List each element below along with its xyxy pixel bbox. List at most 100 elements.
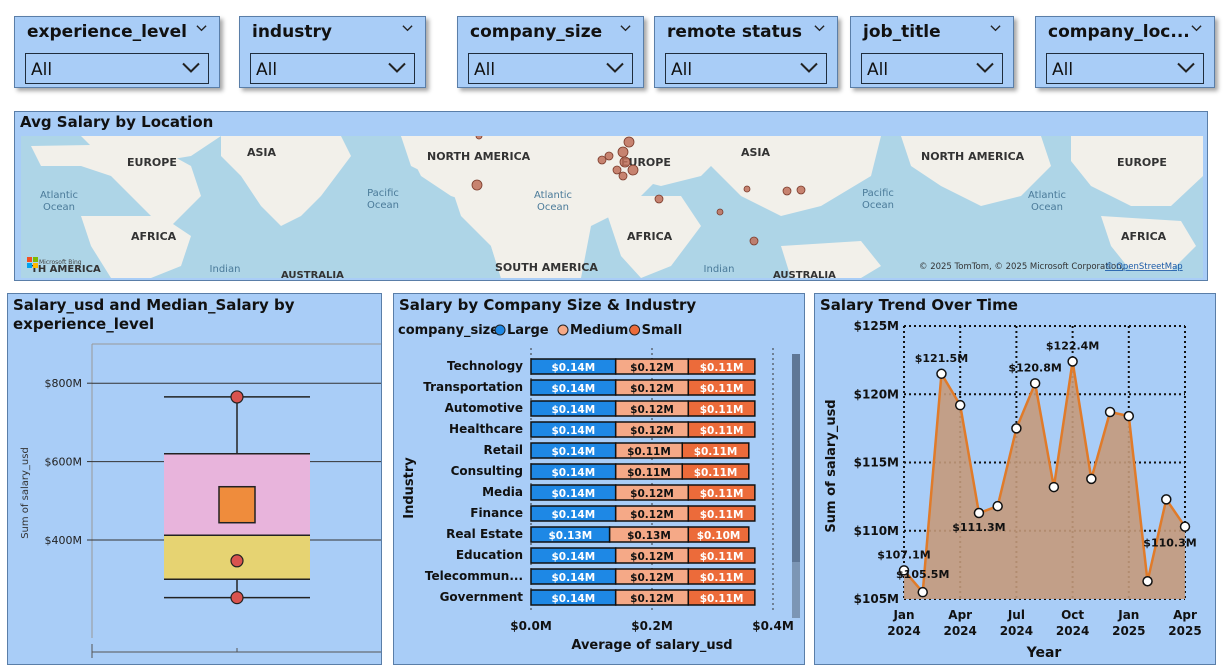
bar-segment[interactable]: [687, 568, 756, 585]
map-bubble[interactable]: [749, 236, 759, 246]
bar-segment[interactable]: [687, 379, 756, 396]
bar-segment[interactable]: [687, 358, 756, 375]
legend-marker: [557, 324, 569, 336]
scrollbar-thumb[interactable]: [792, 354, 800, 562]
slicer-remote-status[interactable]: remote status All: [654, 16, 838, 88]
map-bubble[interactable]: [604, 151, 614, 161]
bar-segment[interactable]: [687, 484, 756, 501]
chevron-down-icon[interactable]: [388, 61, 406, 74]
slicer-dropdown[interactable]: All: [861, 53, 1003, 84]
chevron-down-icon[interactable]: [606, 61, 624, 74]
map-label-pacific: Pacific: [367, 188, 399, 199]
data-point[interactable]: [1029, 378, 1041, 389]
legend-title: company_size: [398, 323, 499, 338]
chevron-down-icon[interactable]: [196, 23, 207, 34]
map-bubble[interactable]: [471, 179, 483, 191]
map-label-north-america: NORTH AMERICA: [921, 150, 1025, 163]
slicer-industry[interactable]: industry All: [239, 16, 426, 88]
chevron-down-icon[interactable]: [990, 23, 1001, 34]
chevron-down-icon[interactable]: [620, 23, 631, 34]
map-label-atlantic: Atlantic: [1028, 190, 1066, 201]
slicer-company-location[interactable]: company_loc... All: [1035, 16, 1215, 88]
map-bubble[interactable]: [627, 164, 639, 176]
map-bubble[interactable]: [623, 136, 635, 148]
data-point[interactable]: [230, 390, 244, 404]
bar-segment[interactable]: [681, 442, 750, 459]
map-bubble[interactable]: [618, 171, 628, 181]
map-label-ocean: Ocean: [862, 200, 894, 211]
data-label: $0.12M: [630, 572, 674, 584]
x-axis-title: Year: [1026, 645, 1062, 661]
data-point[interactable]: [1123, 410, 1135, 422]
slicer-company-size[interactable]: company_size All: [457, 16, 644, 88]
slicer-dropdown[interactable]: All: [665, 53, 827, 84]
bar-segment[interactable]: [687, 421, 756, 438]
slicer-dropdown[interactable]: All: [1046, 53, 1204, 84]
chevron-down-icon[interactable]: [402, 23, 413, 34]
map-bubble[interactable]: [597, 155, 607, 165]
data-point[interactable]: [954, 399, 966, 411]
map-bubble[interactable]: [716, 208, 724, 216]
data-point[interactable]: [917, 586, 928, 598]
data-point[interactable]: [230, 591, 244, 605]
map-bubble[interactable]: [617, 146, 629, 158]
bar-segment[interactable]: [687, 526, 750, 543]
bar-chart: company_size Large Medium Small $0.0M $0.2M $0…: [398, 323, 800, 653]
bar-segment[interactable]: [687, 400, 756, 417]
map-label-ocean: Ocean: [367, 200, 399, 211]
data-point[interactable]: [1179, 521, 1191, 532]
chevron-down-icon[interactable]: [800, 61, 818, 74]
slicer-job-title[interactable]: job_title All: [850, 16, 1014, 88]
slicer-dropdown[interactable]: All: [25, 53, 209, 84]
map-attribution: © 2025 TomTom, © 2025 Microsoft Corporat…: [919, 262, 1124, 272]
slicer-value: All: [1052, 60, 1074, 80]
data-point[interactable]: [1104, 406, 1116, 418]
bar-segment[interactable]: [687, 547, 756, 564]
area-fill: [904, 361, 1185, 599]
data-point[interactable]: [1142, 576, 1153, 587]
data-label: $0.11M: [694, 446, 738, 458]
data-point[interactable]: [1048, 481, 1060, 493]
map-bubble[interactable]: [743, 185, 751, 193]
world-map[interactable]: EUROPE ASIA NORTH AMERICA EUROPE ASIA NO…: [21, 136, 1203, 278]
chevron-down-icon[interactable]: [976, 61, 994, 74]
data-label: $0.14M: [552, 467, 596, 479]
slicer-dropdown[interactable]: All: [468, 53, 633, 84]
data-point[interactable]: [1011, 423, 1022, 434]
y-tick-label: $115M: [854, 456, 899, 470]
map-bubble[interactable]: [612, 165, 622, 175]
mean-marker[interactable]: [218, 485, 256, 524]
x-tick-label: Jan: [892, 608, 914, 622]
data-point[interactable]: [1086, 473, 1097, 485]
data-label: $111.3M: [952, 521, 1005, 534]
bar-segment[interactable]: [681, 463, 750, 480]
data-point[interactable]: [1067, 356, 1078, 367]
category-label: Healthcare: [449, 422, 523, 436]
data-point[interactable]: [230, 554, 244, 568]
category-label: Government: [440, 590, 524, 604]
chevron-down-icon[interactable]: [814, 23, 825, 34]
slicer-dropdown[interactable]: All: [250, 53, 415, 84]
bar-segment[interactable]: [687, 505, 756, 522]
data-point[interactable]: [992, 500, 1003, 512]
data-label: $0.11M: [700, 488, 744, 500]
chevron-down-icon[interactable]: [1177, 61, 1195, 74]
map-bubble[interactable]: [796, 185, 806, 195]
data-label: $0.14M: [552, 572, 596, 584]
map-bubble[interactable]: [782, 186, 792, 196]
map-label-africa: AFRICA: [131, 230, 177, 243]
bar-segment[interactable]: [687, 589, 756, 606]
chevron-down-icon[interactable]: [182, 61, 200, 74]
osm-link[interactable]: © OpenStreetMap: [1105, 262, 1183, 272]
data-point[interactable]: [1161, 494, 1172, 505]
data-point[interactable]: [898, 565, 910, 576]
chevron-down-icon[interactable]: [1191, 23, 1202, 34]
data-point[interactable]: [973, 507, 985, 519]
map-bubble[interactable]: [619, 156, 631, 168]
map-bubble[interactable]: [654, 194, 664, 204]
y-tick-label: $110M: [854, 524, 899, 538]
data-point[interactable]: [936, 368, 947, 380]
boxplot-chart: Sum of salary_usd $400M $600M $800M: [20, 343, 381, 658]
slicer-experience-level[interactable]: experience_level All: [14, 16, 220, 88]
map-bubble[interactable]: [475, 136, 483, 140]
